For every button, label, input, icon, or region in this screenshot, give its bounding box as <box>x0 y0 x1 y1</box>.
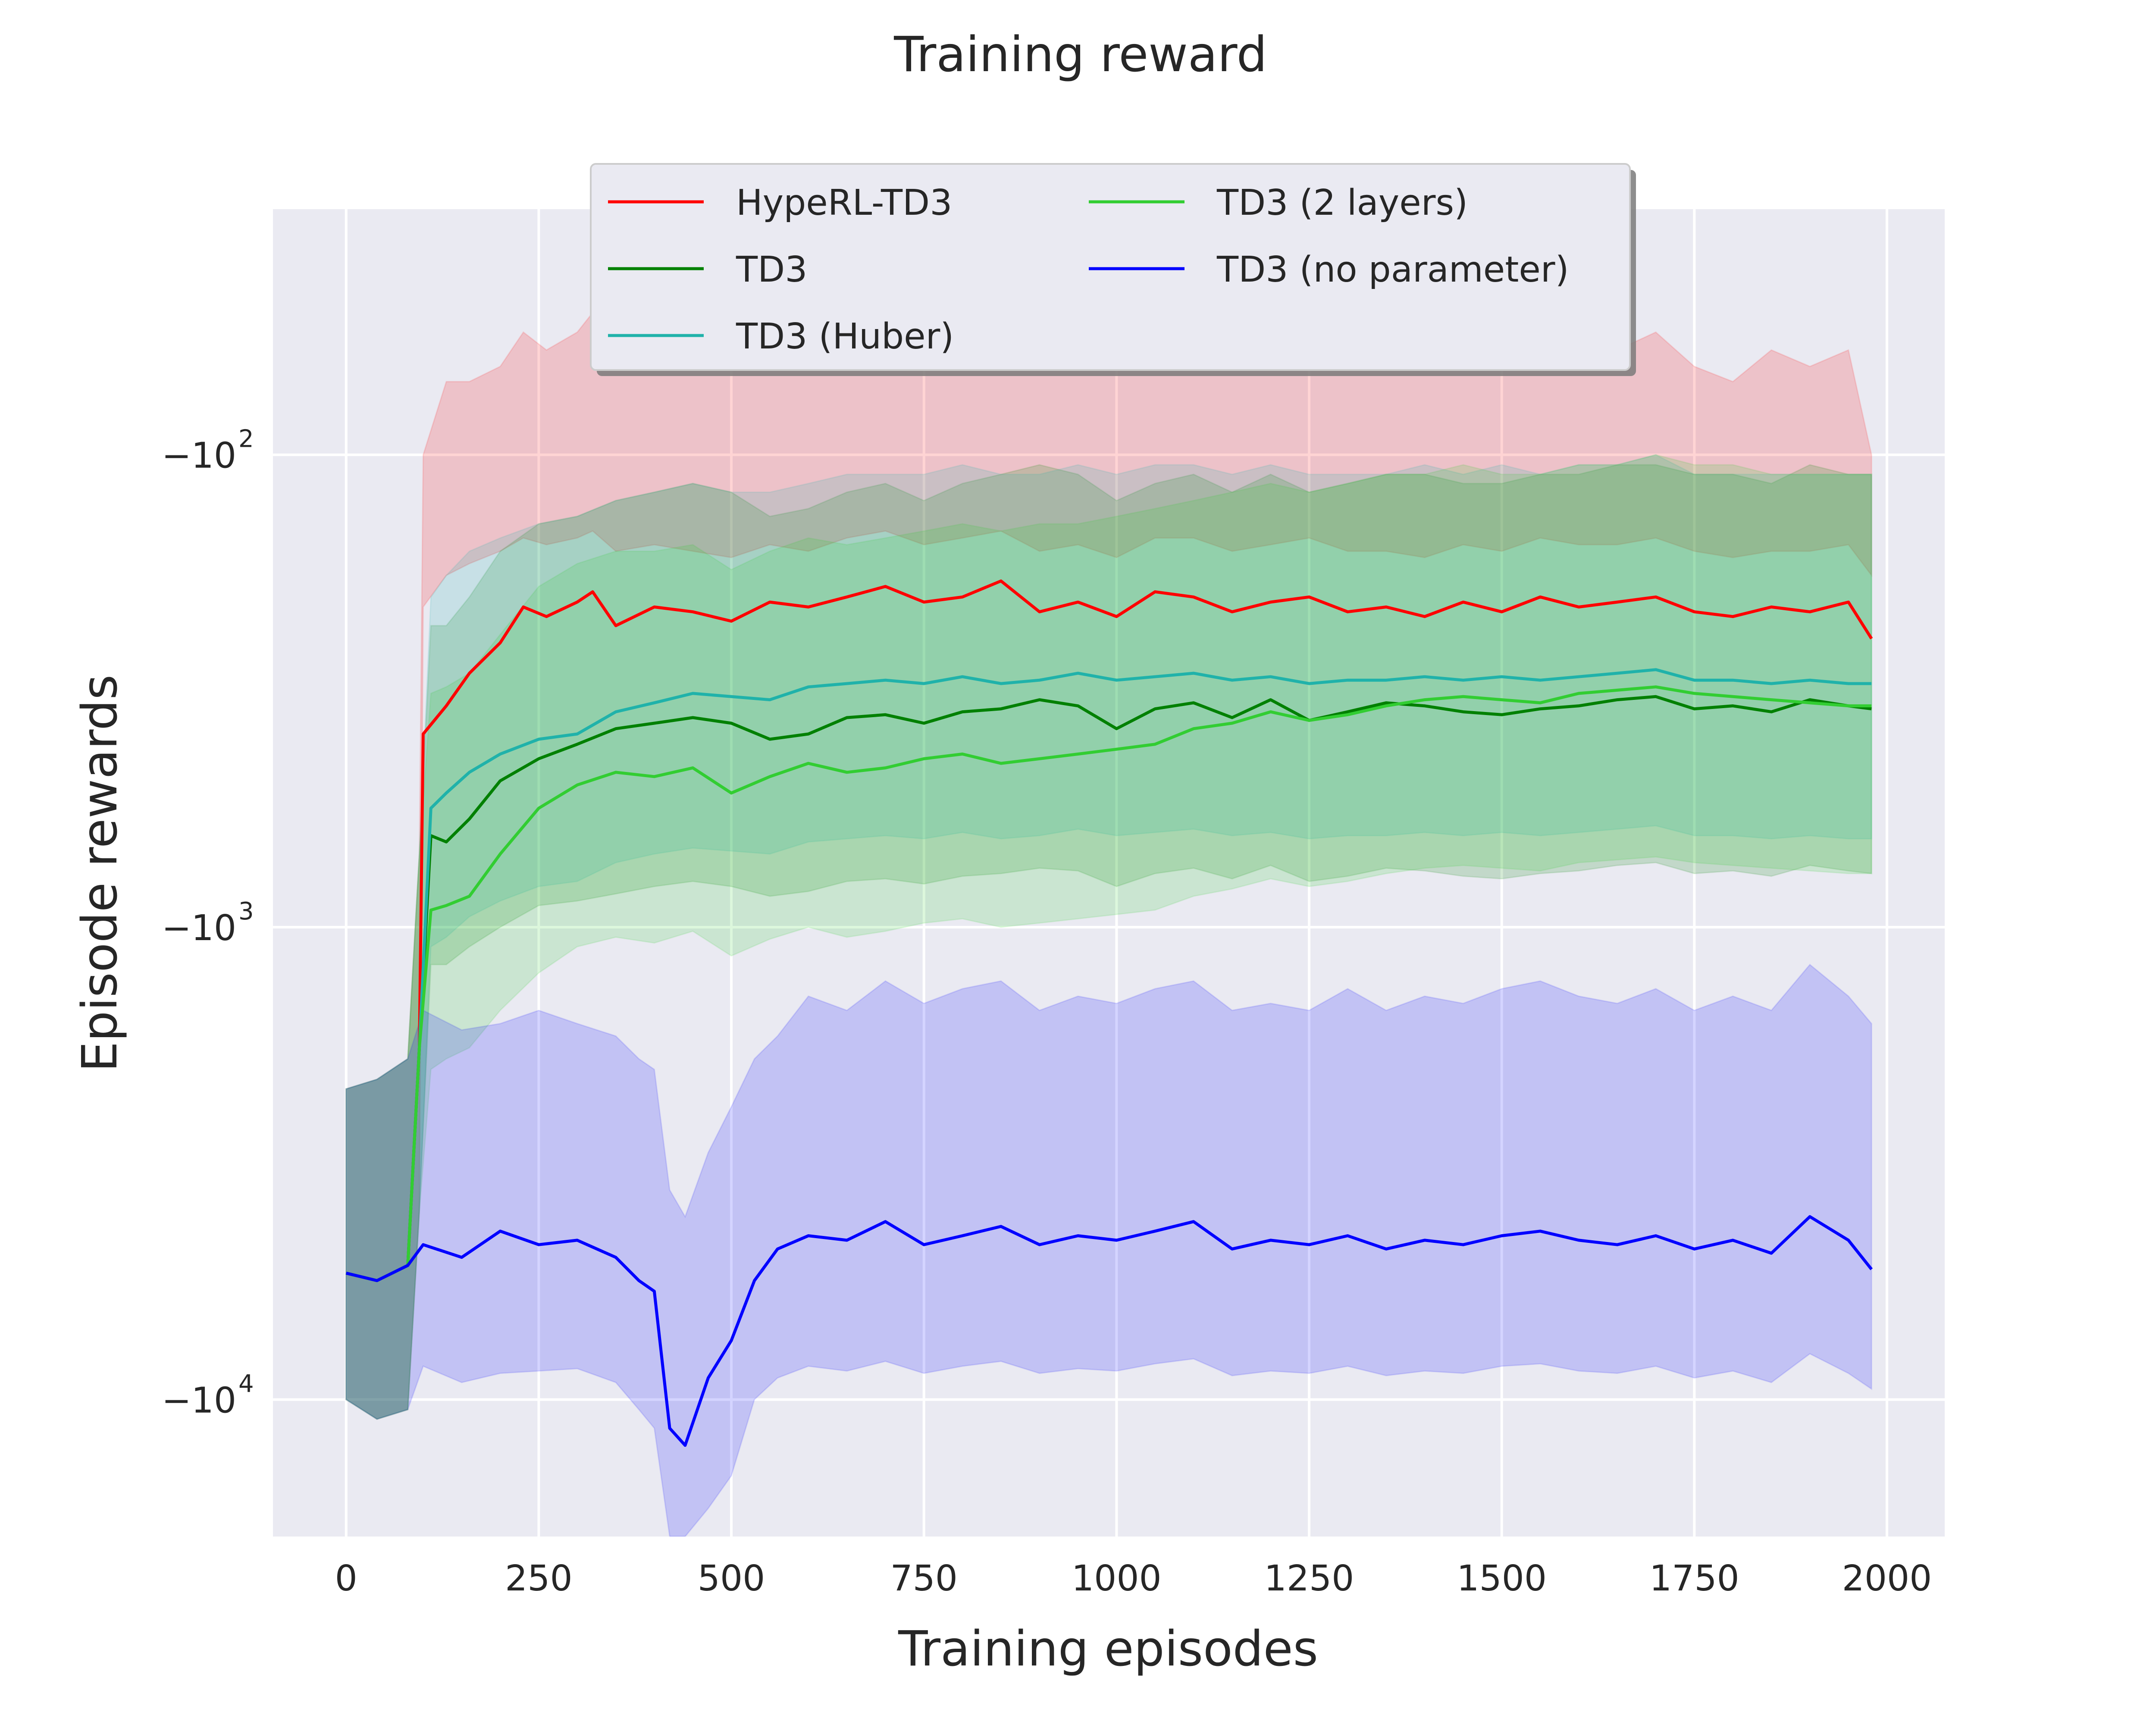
y-tick-exponent: 2 <box>238 425 254 453</box>
x-tick-label: 750 <box>890 1558 958 1599</box>
series-line-2 <box>345 668 1872 1282</box>
legend-label-2: TD3 (Huber) <box>736 316 954 357</box>
x-tick-label: 1250 <box>1264 1558 1354 1599</box>
legend-box <box>590 163 1631 371</box>
x-tick-label: 1750 <box>1649 1558 1739 1599</box>
plot-area <box>273 209 1945 1537</box>
chart-title: Training reward <box>893 27 1267 83</box>
legend-label-0: HypeRL-TD3 <box>736 182 952 223</box>
x-tick-label: 0 <box>335 1558 357 1599</box>
y-tick-label: −10 <box>162 1380 236 1421</box>
legend-label-3: TD3 (2 layers) <box>1216 182 1468 223</box>
x-tick-label: 500 <box>698 1558 765 1599</box>
grid-lines <box>273 209 1945 1537</box>
band-1 <box>345 464 1872 1420</box>
series-line-4 <box>345 1215 1873 1447</box>
series-line-0 <box>345 579 1873 1282</box>
series-lines <box>345 579 1873 1447</box>
y-tick-exponent: 3 <box>238 897 254 925</box>
series-line-1 <box>345 695 1872 1282</box>
x-tick-label: 2000 <box>1842 1558 1932 1599</box>
x-axis-label: Training episodes <box>898 1621 1318 1677</box>
series-line-3 <box>345 685 1872 1282</box>
y-tick-label: −10 <box>162 908 236 949</box>
y-axis-label: Episode rewards <box>72 674 128 1072</box>
y-axis-ticks: −10 2−10 3−10 4 <box>162 425 254 1421</box>
x-axis-ticks: 0 250 500 750 1000 1250 1500 1750 2000 <box>335 1558 1932 1599</box>
x-tick-label: 1000 <box>1072 1558 1162 1599</box>
legend-label-4: TD3 (no parameter) <box>1216 249 1569 290</box>
y-tick-exponent: 4 <box>238 1370 254 1398</box>
legend: HypeRL-TD3 TD3 TD3 (Huber) TD3 (2 layers) TD… <box>590 163 1636 376</box>
y-tick-label: −10 <box>162 436 236 477</box>
legend-label-1: TD3 <box>736 249 807 290</box>
x-tick-label: 250 <box>505 1558 573 1599</box>
x-tick-label: 1500 <box>1457 1558 1547 1599</box>
band-4 <box>345 963 1872 1537</box>
